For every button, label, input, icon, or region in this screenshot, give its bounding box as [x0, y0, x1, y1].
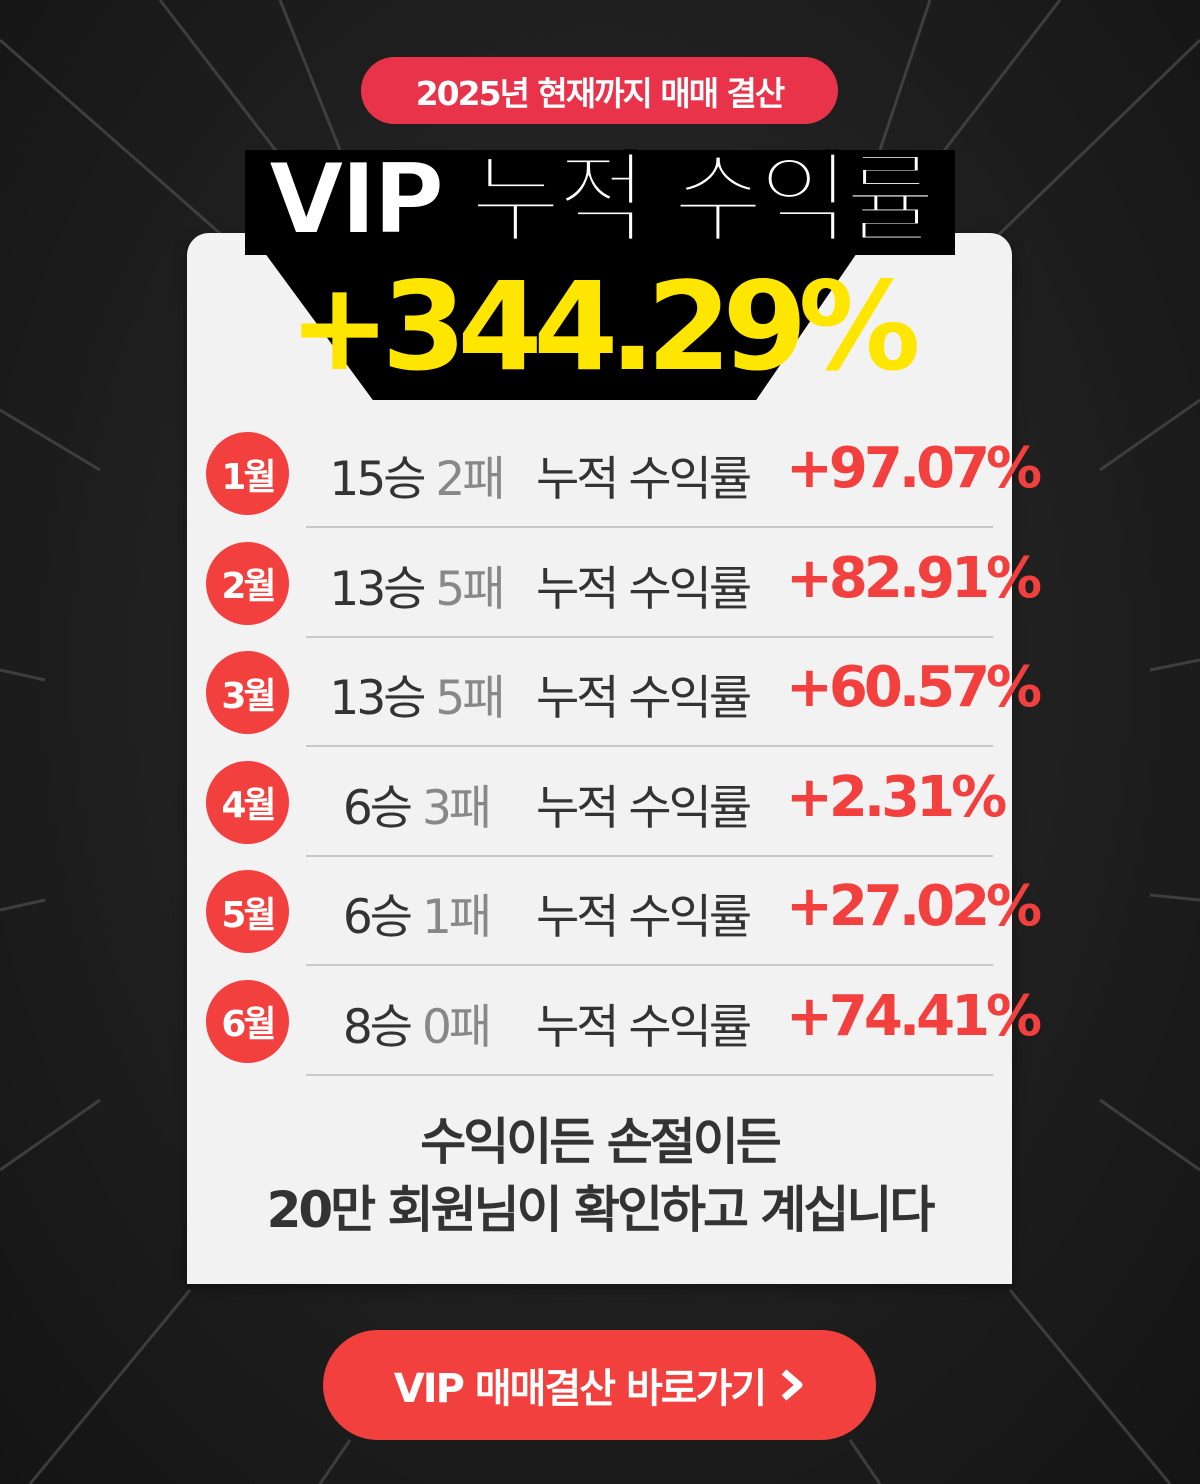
- losses: 0패: [421, 999, 492, 1055]
- return-label: 누적 수익률: [536, 561, 752, 617]
- losses: 3패: [421, 780, 492, 836]
- wins: 6승: [342, 890, 413, 945]
- month-badge: 6월: [206, 979, 289, 1063]
- wins: 13승: [329, 561, 426, 617]
- return-label: 누적 수익률: [536, 890, 752, 945]
- win-loss: 13승 5패: [316, 550, 516, 619]
- losses: 5패: [435, 671, 505, 726]
- win-loss: 6승 3패: [316, 769, 516, 838]
- row-divider: [306, 964, 993, 966]
- footer-line-2: 20만 회원님이 확인하고 계십니다: [266, 1181, 936, 1239]
- chevron-right-icon: [781, 1369, 803, 1401]
- page-title: VIP 누적 수익률: [267, 142, 936, 258]
- return-value: +82.91%: [786, 545, 1042, 611]
- win-loss: 8승 0패: [316, 988, 516, 1057]
- month-badge: 1월: [206, 432, 289, 515]
- win-loss: 13승 5패: [316, 659, 516, 728]
- month-badge: 4월: [206, 760, 289, 844]
- losses: 2패: [435, 452, 505, 507]
- total-return: +344.29%: [288, 256, 920, 398]
- month-row: 2월 13승 5패 누적 수익률 +82.91%: [206, 541, 1042, 651]
- vip-results-button[interactable]: VIP 매매결산 바로가기: [323, 1330, 876, 1440]
- row-divider: [306, 854, 993, 857]
- return-value: +97.07%: [786, 436, 1042, 501]
- win-loss: 15승 2패: [316, 440, 516, 509]
- month-badge: 3월: [206, 651, 289, 734]
- cta-label: VIP 매매결산 바로가기: [393, 1366, 767, 1412]
- wins: 6승: [342, 780, 413, 836]
- month-row: 3월 13승 5패 누적 수익률 +60.57%: [206, 651, 1042, 760]
- return-label: 누적 수익률: [536, 452, 752, 507]
- return-label: 누적 수익률: [536, 780, 752, 836]
- return-value: +74.41%: [786, 983, 1042, 1049]
- row-divider: [306, 635, 993, 638]
- month-row: 6월 8승 0패 누적 수익률 +74.41%: [206, 979, 1042, 1089]
- return-label: 누적 수익률: [536, 671, 752, 726]
- row-divider: [306, 745, 993, 747]
- month-badge: 5월: [206, 870, 289, 953]
- return-value: +60.57%: [786, 655, 1042, 720]
- month-badge: 2월: [206, 541, 289, 625]
- results-card: [187, 233, 1012, 1284]
- wins: 8승: [342, 999, 413, 1055]
- losses: 1패: [421, 890, 492, 945]
- month-row: 4월 6승 3패 누적 수익률 +2.31%: [206, 760, 1007, 870]
- row-divider: [306, 526, 993, 528]
- return-value: +27.02%: [786, 874, 1042, 939]
- wins: 13승: [329, 671, 426, 726]
- wins: 15승: [329, 452, 426, 507]
- win-loss: 6승 1패: [316, 878, 516, 947]
- losses: 5패: [435, 561, 505, 617]
- footer-message: 수익이든 손절이든 20만 회원님이 확인하고 계십니다: [187, 1108, 1012, 1244]
- period-badge: 2025년 현재까지 매매 결산: [361, 57, 838, 124]
- footer-line-1: 수익이든 손절이든: [420, 1113, 781, 1171]
- month-row: 1월 15승 2패 누적 수익률 +97.07%: [206, 432, 1042, 541]
- row-divider: [306, 1073, 993, 1076]
- return-value: +2.31%: [786, 764, 1007, 830]
- return-label: 누적 수익률: [536, 999, 752, 1055]
- month-row: 5월 6승 1패 누적 수익률 +27.02%: [206, 870, 1042, 979]
